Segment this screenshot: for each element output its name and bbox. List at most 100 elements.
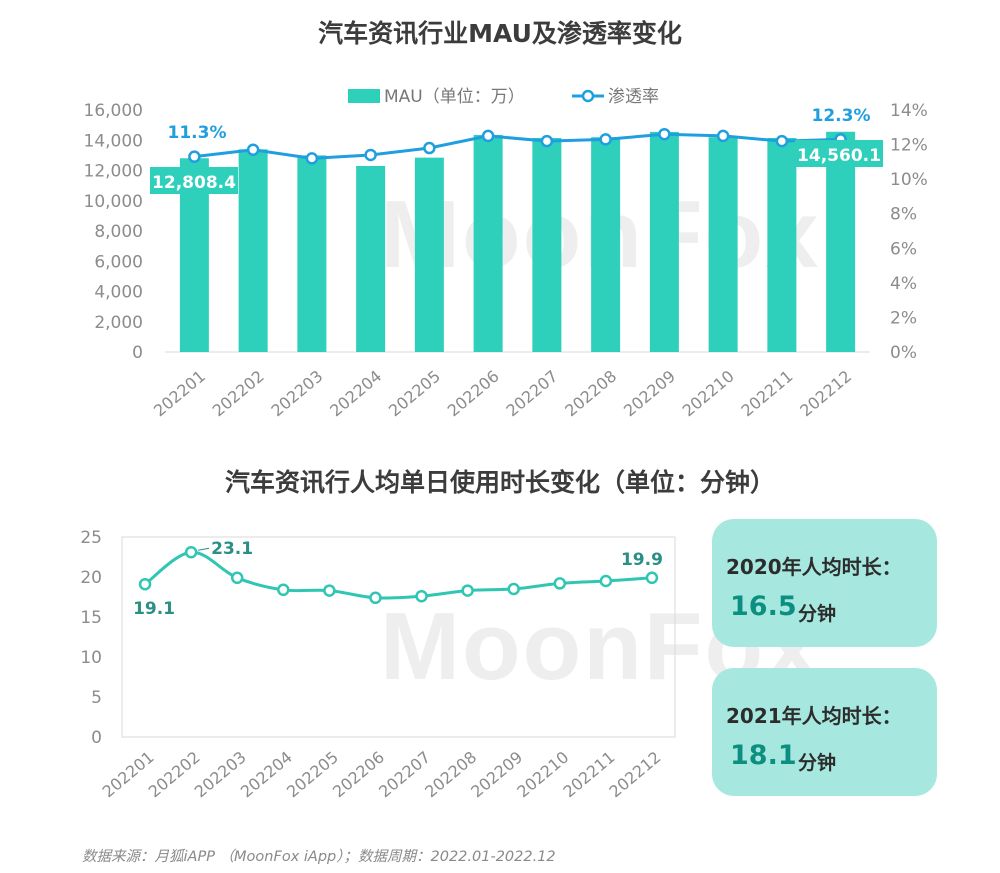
stat-card-label: 2021年人均时长： [726,704,902,728]
y-tick-label: 5 [91,688,102,708]
legend-line-marker [581,89,595,103]
duration-point [369,591,382,605]
y-tick-label: 25 [80,528,102,548]
duration-point [599,574,613,588]
duration-point [138,577,152,591]
y-right-tick-label: 14% [890,101,928,121]
duration-point [553,577,567,590]
x-tick-label: 202203 [267,367,326,421]
bar [708,137,738,352]
bar [238,149,268,352]
plot-frame [121,536,676,738]
penetration-point [305,152,319,165]
penetration-point [599,133,612,146]
y-right-tick-label: 10% [890,170,928,190]
chart2-title: 汽车资讯行人均单日使用时长变化（单位：分钟） [224,468,775,497]
duration-point [507,582,520,596]
penetration-point [775,134,789,148]
legend-bar-label: MAU（单位：万） [384,87,525,107]
x-tick-label: 202211 [559,748,618,802]
x-tick-label: 202206 [329,748,388,802]
x-tick-label: 202202 [145,748,204,802]
x-tick-label: 202212 [796,367,855,421]
chart1-title: 汽车资讯行业MAU及渗透率变化 [318,19,682,48]
bar [767,137,797,352]
y-tick-label: 10 [80,648,102,668]
x-tick-label: 202212 [606,748,665,802]
y-left-tick-label: 10,000 [84,192,143,212]
x-tick-label: 202204 [237,748,296,802]
bar [414,157,444,352]
penetration-line [194,132,841,160]
y-left-tick-label: 6,000 [94,252,143,272]
duration-point [461,584,474,597]
x-tick-label: 202203 [191,748,250,802]
duration-point [323,584,336,597]
y-right-tick-label: 8% [890,205,917,225]
bar [826,131,856,352]
duration-data-label: 23.1 [211,539,253,559]
bar [649,131,679,352]
stat-card-unit: 分钟 [798,752,837,774]
y-left-tick-label: 14,000 [84,131,143,151]
legend-line-label: 渗透率 [608,87,659,107]
line-data-label: 11.3% [168,123,227,143]
bar [356,165,386,352]
penetration-point [246,143,260,157]
x-tick-label: 202209 [467,748,526,802]
y-right-tick-label: 6% [890,239,917,259]
y-left-tick-label: 12,000 [84,162,143,182]
y-left-tick-label: 4,000 [94,283,143,303]
duration-data-label: 19.1 [133,599,175,619]
x-tick-label: 202208 [421,748,480,802]
stat-card-value: 16.5 [730,591,797,622]
y-right-tick-label: 0% [890,343,917,363]
x-tick-label: 202201 [150,367,209,421]
y-tick-label: 20 [80,568,102,588]
duration-point [230,571,244,585]
y-tick-label: 15 [80,608,102,628]
stat-card-2020: 2020年人均时长： 16.5 分钟 [712,519,937,647]
bar [473,134,503,352]
data-label-box [150,167,238,194]
x-tick-label: 202210 [679,367,738,421]
x-tick-label: 202205 [385,367,444,421]
y-left-tick-label: 16,000 [84,101,143,121]
y-left-tick-label: 8,000 [94,222,143,242]
x-tick-label: 202208 [561,367,620,421]
bar [591,137,621,352]
x-tick-label: 202209 [620,367,679,421]
penetration-point [658,127,671,141]
penetration-point [716,129,730,143]
x-tick-label: 202210 [513,748,572,802]
x-tick-label: 202204 [326,367,385,421]
penetration-point [188,150,201,163]
duration-point [184,545,198,559]
stat-card-value: 18.1 [730,740,797,771]
x-tick-label: 202206 [444,367,503,421]
x-tick-label: 202205 [283,748,342,802]
x-tick-label: 202207 [375,748,434,802]
source-footnote: 数据来源：月狐iAPP （MoonFox iApp）；数据周期：2022.01-… [82,849,556,865]
stat-card-2021: 2021年人均时长： 18.1 分钟 [712,668,937,796]
duration-point [277,583,290,597]
y-left-tick-label: 0 [132,343,143,363]
x-tick-label: 202207 [502,367,561,421]
bar [297,155,327,352]
y-right-tick-label: 2% [890,308,917,328]
label-leader-line [198,547,210,551]
y-right-tick-label: 4% [890,274,917,294]
data-label-box [795,140,883,167]
duration-line-chart: 0 5 10 15 20 25 202201202202202203202204202205… [80,528,676,802]
stat-card-unit: 分钟 [798,603,837,625]
penetration-point [481,129,495,143]
penetration-point [364,148,377,162]
duration-point [415,589,428,603]
mau-penetration-chart: 0 2,000 4,000 6,000 8,000 10,000 12,000 14,000 1… [84,87,928,421]
x-tick-label: 202211 [737,367,796,421]
penetration-point [423,141,436,155]
bar-data-label: 14,560.1 [797,146,881,166]
legend-bar-swatch [348,89,380,103]
duration-point [645,571,659,585]
line-data-label: 12.3% [812,106,871,126]
